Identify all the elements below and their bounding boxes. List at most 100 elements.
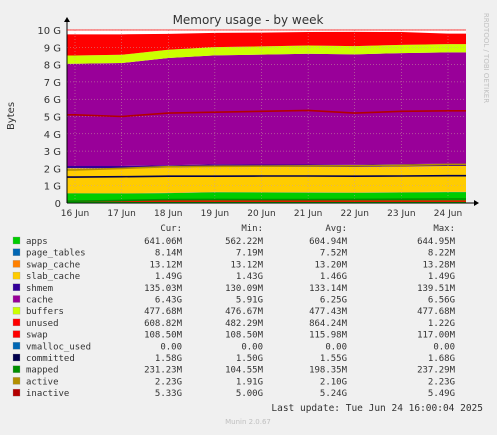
line-active [67, 163, 466, 171]
legend-swatch-apps [12, 236, 21, 245]
x-tick-label: 24 Jun [434, 209, 462, 219]
legend-min: 108.50M [225, 331, 264, 341]
y-tick-label: 0 [55, 199, 61, 210]
legend-cur: 1.49G [155, 272, 182, 282]
side-label: RRDTOOL / TOBI OETIKER [482, 13, 490, 103]
legend-min: 1.91G [236, 377, 263, 387]
legend-cur: 641.06M [144, 237, 183, 247]
legend-max: 117.00M [417, 331, 456, 341]
legend-min: 5.00G [236, 389, 263, 399]
legend-min: 1.43G [236, 272, 263, 282]
legend-swatch-committed [12, 353, 21, 362]
legend-avg: 477.43M [309, 307, 348, 317]
y-axis-label: Bytes [6, 102, 17, 130]
legend-swatch-inactive [12, 388, 21, 397]
line-mapped [67, 198, 466, 202]
legend-cur: 2.23G [155, 377, 182, 387]
legend-avg: 6.25G [320, 296, 347, 306]
legend-cur: 135.03M [144, 284, 183, 294]
legend-cur: 477.68M [144, 307, 183, 317]
legend-avg: 1.55G [320, 354, 347, 364]
legend-avg: 13.20M [314, 260, 347, 270]
legend-name-swap: swap [26, 331, 48, 341]
legend-name-committed: committed [26, 354, 75, 364]
legend-cur: 5.33G [155, 389, 182, 399]
legend-avg: 115.98M [309, 331, 348, 341]
legend-cur: 1.58G [155, 354, 182, 364]
legend-swatch-active [12, 377, 21, 385]
area-cache [67, 52, 466, 166]
legend-max: 477.68M [417, 307, 456, 317]
last-update: Last update: Tue Jun 24 16:00:04 2025 [271, 403, 483, 414]
legend-max: 237.29M [417, 366, 456, 376]
legend-name-apps: apps [26, 237, 48, 247]
legend-cur: 13.12M [149, 260, 182, 270]
legend-max: 2.23G [428, 377, 455, 387]
legend-cur: 0.00 [160, 342, 182, 352]
line-inactive [67, 109, 466, 118]
legend-name-shmem: shmem [26, 284, 53, 294]
legend-max: 1.49G [428, 272, 455, 282]
legend-name-swap-cache: swap_cache [26, 260, 80, 270]
legend-name-buffers: buffers [26, 307, 64, 317]
legend-name-cache: cache [26, 296, 53, 306]
area-unused [67, 31, 466, 56]
legend-avg: 5.24G [320, 389, 347, 399]
legend-name-unused: unused [26, 319, 59, 329]
legend-header: Max: [433, 224, 455, 234]
footer-label: Munin 2.0.67 [225, 418, 271, 426]
area-buffers [67, 44, 466, 64]
x-tick-label: 17 Jun [107, 209, 135, 219]
y-tick-label: 6 G [44, 95, 61, 106]
legend-min: 13.12M [230, 260, 263, 270]
legend-swatch-buffers [12, 307, 21, 315]
legend-swatch-cache [12, 295, 21, 303]
legend-avg: 864.24M [309, 319, 348, 329]
legend-avg: 133.14M [309, 284, 348, 294]
legend-swatch-page-tables [12, 248, 21, 256]
x-axis-arrow [474, 200, 479, 206]
legend-max: 6.56G [428, 296, 455, 306]
legend-max: 13.28M [422, 260, 455, 270]
legend-swatch-shmem [12, 283, 21, 291]
legend-swatch-mapped [12, 365, 21, 373]
legend-avg: 7.52M [320, 249, 348, 259]
y-tick-label: 9 G [44, 43, 61, 54]
legend-avg: 0.00 [325, 342, 347, 352]
legend-name-active: active [26, 377, 59, 387]
legend-cur: 108.50M [144, 331, 183, 341]
y-tick-label: 7 G [44, 78, 61, 89]
x-tick-label: 21 Jun [294, 209, 322, 219]
x-tick-label: 23 Jun [387, 209, 415, 219]
x-tick-label: 19 Jun [201, 209, 229, 219]
legend-min: 130.09M [225, 284, 264, 294]
legend-name-slab-cache: slab_cache [26, 272, 80, 282]
legend-min: 482.29M [225, 319, 264, 329]
legend-max: 5.49G [428, 389, 455, 399]
legend-cur: 608.82M [144, 319, 183, 329]
y-tick-label: 10 G [37, 26, 61, 37]
legend-max: 0.00 [433, 342, 455, 352]
legend-name-page-tables: page_tables [26, 249, 86, 259]
legend-min: 476.67M [225, 307, 264, 317]
x-tick-label: 18 Jun [154, 209, 182, 219]
line-committed [67, 174, 466, 178]
legend-min: 562.22M [225, 237, 264, 247]
y-tick-label: 5 G [44, 113, 61, 124]
legend-avg: 198.35M [309, 366, 348, 376]
legend-avg: 2.10G [320, 377, 347, 387]
legend-min: 5.91G [236, 296, 263, 306]
legend-avg: 1.46G [320, 272, 347, 282]
legend-max: 1.22G [428, 319, 455, 329]
legend-header: Avg: [325, 224, 347, 234]
legend-cur: 231.23M [144, 366, 183, 376]
x-tick-label: 16 Jun [61, 209, 89, 219]
area-page-tables [67, 191, 466, 194]
legend-header: Min: [241, 224, 263, 234]
legend-swatch-swap [12, 330, 21, 338]
y-tick-label: 2 G [44, 164, 61, 175]
area-swap-cache [67, 191, 466, 194]
x-tick-label: 20 Jun [247, 209, 275, 219]
chart-title: Memory usage - by week [173, 13, 324, 27]
